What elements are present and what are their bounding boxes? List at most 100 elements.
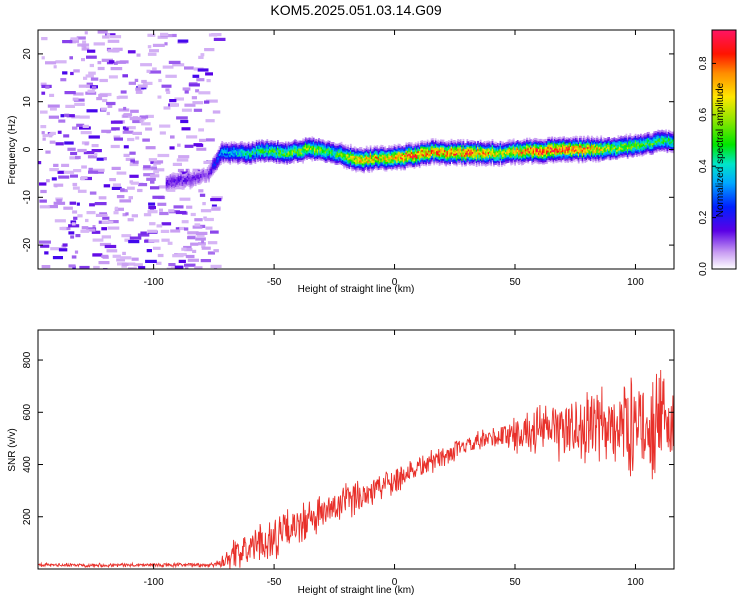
- ridge-cell: [292, 150, 295, 153]
- ridge-cell: [432, 138, 434, 141]
- ridge-cell: [206, 168, 209, 171]
- ridge-cell: [495, 151, 498, 154]
- noise-cell: [199, 138, 206, 142]
- ridge-cell: [224, 158, 226, 161]
- ridge-cell: [231, 149, 234, 152]
- ridge-cell: [671, 145, 674, 148]
- ridge-cell: [385, 150, 388, 153]
- ridge-cell: [291, 154, 294, 157]
- ridge-cell: [239, 158, 242, 161]
- ridge-cell: [364, 150, 367, 153]
- ridge-cell: [331, 151, 334, 154]
- ridge-cell: [340, 155, 343, 158]
- ridge-cell: [298, 153, 300, 157]
- ridge-cell: [467, 145, 470, 148]
- ridge-cell: [535, 147, 538, 150]
- ridge-cell: [544, 144, 547, 147]
- ridge-cell: [392, 165, 395, 168]
- noise-cell: [47, 104, 60, 108]
- ridge-cell: [596, 141, 599, 144]
- ridge-cell: [621, 145, 624, 149]
- ridge-cell: [230, 145, 233, 148]
- noise-cell: [91, 149, 102, 153]
- noise-cell: [79, 115, 90, 119]
- ridge-cell: [618, 150, 621, 153]
- ridge-cell: [430, 149, 433, 152]
- ridge-cell: [655, 144, 658, 147]
- ridge-cell: [173, 188, 176, 191]
- ridge-cell: [519, 140, 522, 143]
- ridge-cell: [214, 167, 217, 170]
- ridge-cell: [422, 142, 425, 145]
- ridge-cell: [552, 153, 555, 156]
- ridge-cell: [344, 153, 347, 156]
- ridge-cell: [401, 161, 404, 164]
- ridge-cell: [349, 162, 352, 166]
- ridge-cell: [398, 159, 401, 162]
- ridge-cell: [284, 152, 287, 156]
- ridge-cell: [304, 147, 307, 150]
- ridge-cell: [650, 145, 653, 148]
- ridge-cell: [404, 156, 406, 159]
- ridge-cell: [632, 143, 634, 147]
- ridge-cell: [245, 143, 247, 146]
- ridge-cell: [228, 145, 230, 149]
- ridge-cell: [390, 158, 393, 162]
- ridge-cell: [588, 150, 591, 153]
- ridge-cell: [496, 162, 499, 165]
- noise-cell: [57, 130, 62, 134]
- ridge-cell: [247, 145, 250, 148]
- noise-cell: [63, 206, 73, 210]
- ridge-cell: [564, 141, 567, 144]
- ridge-cell: [212, 157, 214, 160]
- ridge-cell: [496, 158, 499, 161]
- ridge-cell: [343, 160, 345, 163]
- ridge-cell: [483, 160, 486, 163]
- ridge-cell: [263, 158, 266, 161]
- ridge-cell: [250, 160, 253, 163]
- noise-cell: [82, 124, 89, 128]
- ridge-cell: [379, 165, 381, 168]
- noise-cell: [192, 101, 204, 105]
- ridge-cell: [567, 141, 569, 144]
- ridge-cell: [457, 158, 459, 161]
- ridge-cell: [269, 158, 271, 161]
- ridge-cell: [306, 146, 308, 149]
- ridge-cell: [620, 141, 622, 144]
- ridge-cell: [255, 159, 258, 162]
- ridge-cell: [308, 141, 311, 144]
- ridge-cell: [307, 141, 310, 144]
- ridge-cell: [390, 164, 393, 167]
- ridge-cell: [265, 150, 267, 153]
- ridge-cell: [254, 155, 257, 158]
- ridge-cell: [433, 142, 436, 145]
- ridge-cell: [422, 152, 425, 155]
- ridge-cell: [287, 145, 290, 148]
- ridge-cell: [516, 147, 519, 150]
- ridge-cell: [258, 153, 261, 156]
- noise-cell: [97, 66, 105, 71]
- ridge-cell: [273, 156, 275, 159]
- ridge-cell: [169, 185, 172, 188]
- noise-cell: [80, 229, 90, 233]
- ridge-cell: [470, 161, 473, 164]
- ridge-cell: [547, 136, 550, 140]
- ridge-cell: [294, 152, 296, 155]
- ridge-cell: [524, 143, 527, 146]
- ridge-cell: [379, 159, 381, 162]
- noise-cell: [181, 127, 191, 131]
- ridge-cell: [579, 156, 581, 159]
- ridge-cell: [555, 139, 557, 143]
- ridge-cell: [393, 149, 396, 153]
- ridge-cell: [387, 155, 389, 158]
- ridge-cell: [443, 161, 446, 164]
- ridge-cell: [599, 156, 601, 159]
- ridge-cell: [396, 160, 398, 163]
- ridge-cell: [436, 147, 438, 150]
- noise-cell: [88, 170, 99, 174]
- ridge-cell: [257, 144, 259, 147]
- ridge-cell: [322, 141, 324, 144]
- ridge-cell: [249, 151, 251, 154]
- ridge-cell: [669, 130, 671, 133]
- ridge-cell: [514, 155, 516, 158]
